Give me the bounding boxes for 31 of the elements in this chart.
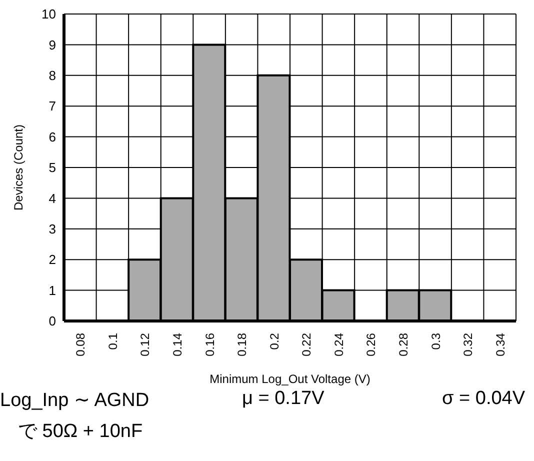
x-tick-label: 0.18 (235, 332, 250, 356)
x-tick-label: 0.3 (428, 332, 443, 350)
x-tick-label: 0.28 (396, 332, 411, 356)
x-tick-label: 0.14 (170, 332, 185, 356)
text: で 50Ω + 10nF (18, 420, 143, 444)
x-tick-label: 0.32 (461, 332, 476, 356)
y-tick-label: 8 (48, 68, 56, 84)
text: Log_Inp ∼ AGND (0, 389, 150, 412)
y-tick-label: 3 (48, 222, 56, 237)
y-tick-label: 1 (48, 282, 56, 298)
x-tick-label: 0.1 (106, 332, 120, 350)
y-tick-label: 5 (48, 160, 56, 176)
x-tick-label: 0.34 (493, 332, 508, 356)
y-tick-label: 2 (48, 252, 56, 268)
y-tick-label: 0 (48, 314, 56, 329)
y-tick-label: 9 (48, 37, 56, 52)
y-axis-title: Devices (Count) (11, 124, 26, 211)
x-tick-label: 0.26 (364, 332, 378, 356)
x-tick-label: 0.12 (138, 332, 152, 356)
x-tick-label: 0.24 (332, 332, 346, 356)
x-tick-label: 0.22 (300, 332, 314, 356)
text: σ = 0.04V (442, 388, 526, 410)
y-tick-label: 7 (48, 98, 56, 114)
x-axis-title: Minimum Log_Out Voltage (V) (210, 372, 370, 386)
y-tick-label: 10 (42, 6, 56, 22)
text: μ = 0.17V (242, 388, 324, 410)
y-tick-label: 4 (48, 190, 56, 206)
x-tick-label: 0.16 (202, 332, 217, 356)
x-tick-label: 0.08 (74, 332, 88, 356)
x-tick-label: 0.2 (267, 332, 282, 350)
y-tick-label: 6 (48, 129, 56, 144)
